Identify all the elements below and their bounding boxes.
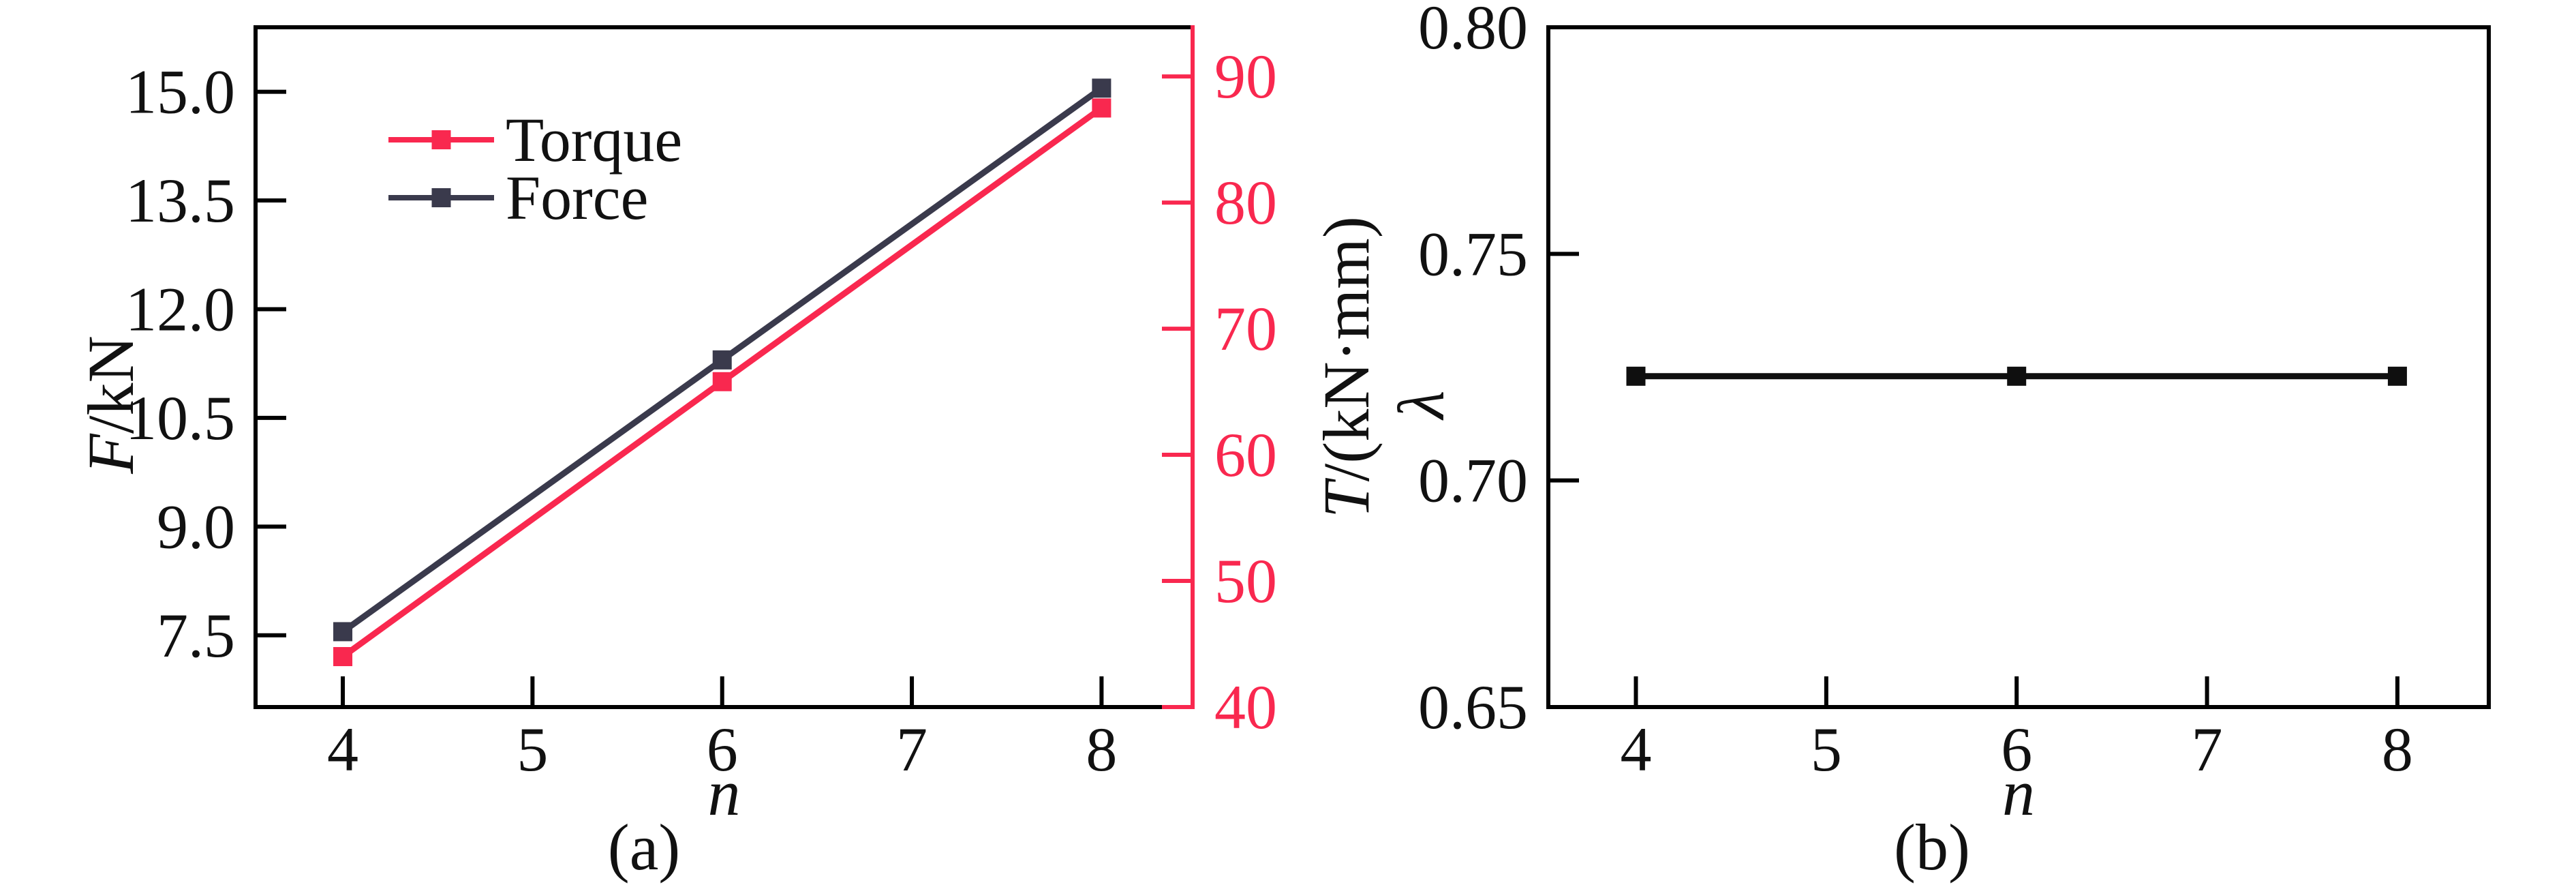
y-right-tick-label: 60 <box>1214 420 1277 490</box>
x-tick-label: 4 <box>327 715 358 784</box>
x-tick-label: 6 <box>707 715 738 784</box>
y-left-tick-label: 0.70 <box>1418 446 1528 515</box>
y-left-tick-label: 7.5 <box>157 601 235 670</box>
legend-label: Force <box>506 163 648 232</box>
caption-a: (a) <box>607 811 681 884</box>
legend-marker <box>431 188 451 207</box>
y-right-tick-label: 90 <box>1214 42 1277 111</box>
x-tick-label: 4 <box>1621 715 1652 784</box>
data-point-marker <box>333 647 353 667</box>
x-tick-label: 8 <box>2382 715 2413 784</box>
y-left-tick-label: 9.0 <box>157 492 235 561</box>
x-tick-label: 7 <box>2192 715 2223 784</box>
y-right-tick-label: 40 <box>1214 672 1277 742</box>
legend-marker <box>431 130 451 149</box>
y-left-axis-label: λ <box>1385 391 1458 421</box>
x-tick-label: 8 <box>1086 715 1117 784</box>
data-point-marker <box>333 622 353 642</box>
y-left-tick-label: 0.65 <box>1418 672 1528 742</box>
data-point-marker <box>1626 366 1646 386</box>
y-left-tick-label: 12.0 <box>125 274 235 344</box>
y-right-tick-label: 70 <box>1214 294 1277 363</box>
y-right-tick-label: 50 <box>1214 546 1277 616</box>
data-point-marker <box>712 372 732 391</box>
caption-b: (b) <box>1894 811 1970 884</box>
x-tick-label: 5 <box>1811 715 1842 784</box>
y-left-tick-label: 15.0 <box>125 57 235 127</box>
x-axis-label: n <box>708 756 741 829</box>
data-point-marker <box>712 350 732 370</box>
y-left-tick-label: 0.75 <box>1418 219 1528 288</box>
y-right-tick-label: 80 <box>1214 168 1277 237</box>
data-point-marker <box>1092 98 1111 118</box>
legend-label: Torque <box>506 105 682 175</box>
y-left-tick-label: 13.5 <box>125 166 235 235</box>
data-point-marker <box>2007 366 2027 386</box>
y-left-tick-label: 10.5 <box>125 383 235 453</box>
data-point-marker <box>2387 366 2407 386</box>
y-left-axis-label: F/kN <box>74 335 147 475</box>
x-tick-label: 6 <box>2001 715 2032 784</box>
x-tick-label: 7 <box>896 715 927 784</box>
y-left-tick-label: 0.80 <box>1418 0 1528 62</box>
x-tick-label: 5 <box>517 715 548 784</box>
x-axis-label: n <box>2002 756 2035 829</box>
y-right-axis-label: T/(kN·mm) <box>1310 216 1383 518</box>
data-point-marker <box>1092 78 1111 98</box>
